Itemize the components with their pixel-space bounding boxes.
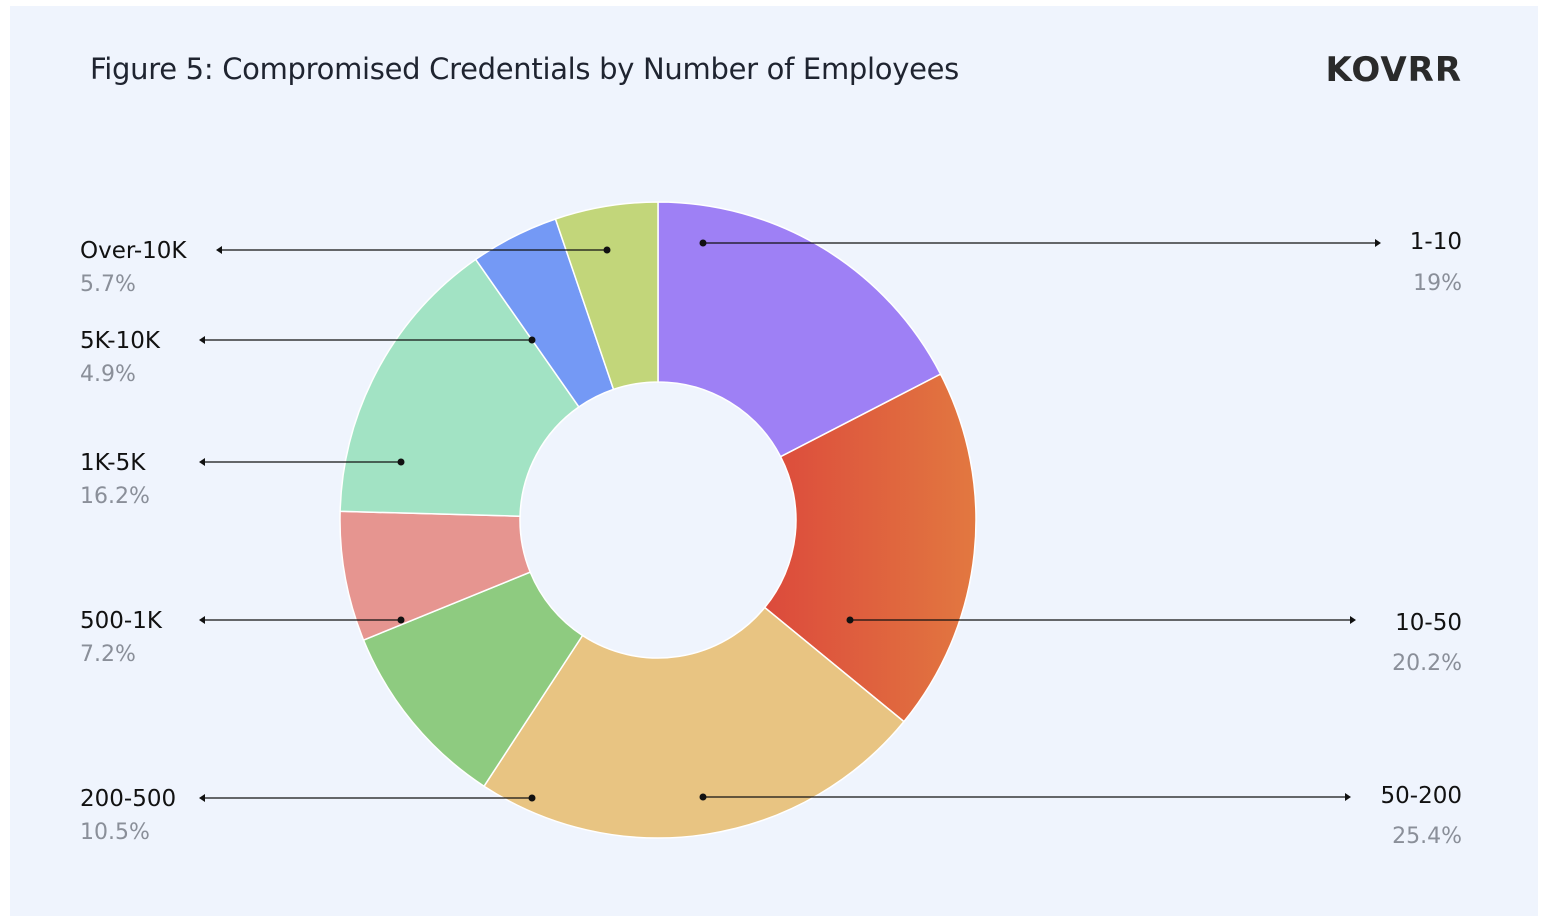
label-10-50: 10-50 — [1395, 610, 1462, 636]
slice-1k-5k[interactable] — [339, 258, 580, 517]
value-label-5k-10k: 4.9% — [80, 362, 136, 387]
slice-50-200[interactable] — [483, 606, 905, 839]
label-50-200: 50-200 — [1381, 783, 1462, 809]
callout-dot-200-500 — [528, 794, 536, 802]
callout-arrow-10-50 — [1350, 616, 1356, 624]
callout-dot-10-50 — [846, 616, 854, 624]
callout-arrow-1-10 — [1375, 239, 1381, 247]
callout-arrow-500-1k — [199, 616, 205, 624]
callout-50-200: 50-200 25.4% — [699, 783, 1462, 849]
slice-10-50[interactable] — [763, 373, 977, 723]
kovrr-logo: KOVRR — [1325, 50, 1462, 90]
callout-dot-500-1k — [397, 616, 405, 624]
callout-500-1k: 500-1K 7.2% — [80, 608, 405, 667]
value-label-10-50: 20.2% — [1392, 651, 1462, 676]
callout-arrow-over-10k — [216, 246, 222, 254]
callout-arrow-1k-5k — [199, 458, 205, 466]
callout-dot-over-10k — [603, 246, 611, 254]
slice-over-10k[interactable] — [554, 201, 659, 391]
callout-1k-5k: 1K-5K 16.2% — [80, 450, 405, 509]
value-label-50-200: 25.4% — [1392, 824, 1462, 849]
callout-over-10k: Over-10K 5.7% — [80, 238, 611, 297]
callout-5k-10k: 5K-10K 4.9% — [80, 328, 536, 387]
callout-dot-50-200 — [699, 793, 707, 801]
label-1-10: 1-10 — [1410, 229, 1462, 255]
label-5k-10k: 5K-10K — [80, 328, 161, 354]
label-over-10k: Over-10K — [80, 238, 187, 264]
callout-arrow-200-500 — [199, 794, 205, 802]
callout-dot-5k-10k — [528, 336, 536, 344]
value-label-1-10: 19% — [1413, 271, 1462, 296]
slice-1-10[interactable] — [657, 201, 942, 458]
value-label-500-1k: 7.2% — [80, 642, 136, 667]
callout-arrow-50-200 — [1345, 793, 1351, 801]
callout-dot-1k-5k — [397, 458, 405, 466]
label-500-1k: 500-1K — [80, 608, 163, 634]
chart-title: Figure 5: Compromised Credentials by Num… — [90, 52, 959, 86]
callout-dot-1-10 — [699, 239, 707, 247]
value-label-200-500: 10.5% — [80, 820, 150, 845]
label-1k-5k: 1K-5K — [80, 450, 146, 476]
value-label-over-10k: 5.7% — [80, 272, 136, 297]
value-label-1k-5k: 16.2% — [80, 484, 150, 509]
callout-arrow-5k-10k — [199, 336, 205, 344]
callout-200-500: 200-500 10.5% — [80, 786, 536, 845]
label-200-500: 200-500 — [80, 786, 176, 812]
callout-1-10: 1-10 19% — [699, 229, 1462, 296]
callout-10-50: 10-50 20.2% — [846, 610, 1462, 676]
